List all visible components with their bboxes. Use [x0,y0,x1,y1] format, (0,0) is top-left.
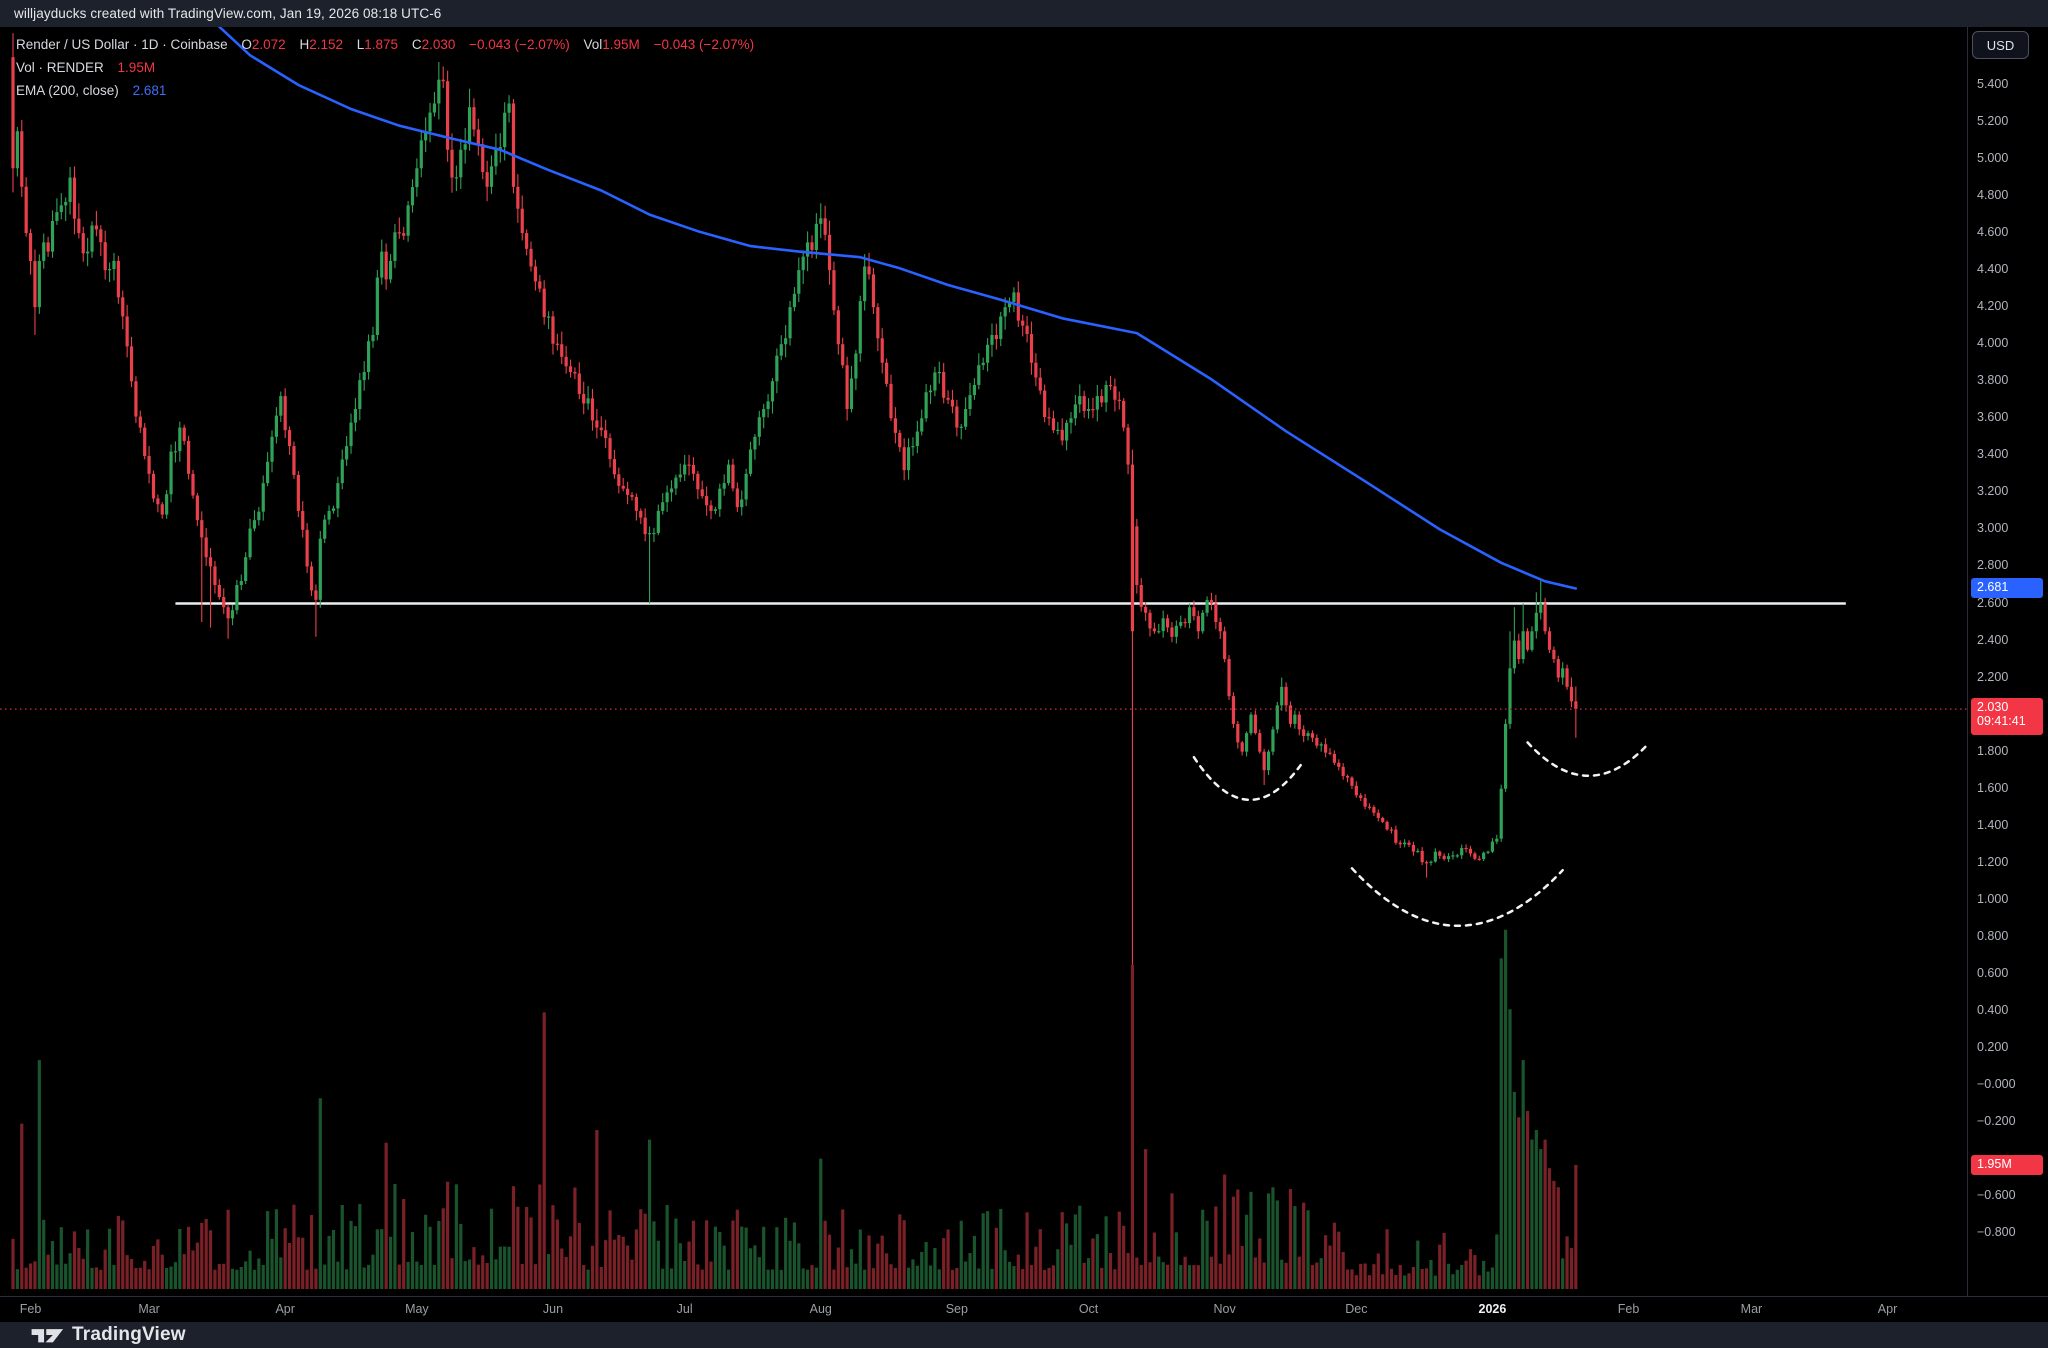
price-tick-label: 0.200 [1977,1039,2009,1054]
footer-bar: TradingView [0,1322,2048,1348]
price-tick-label: 3.200 [1977,484,2009,499]
price-tick-label: 5.000 [1977,151,2009,166]
low-value: 1.875 [364,37,399,52]
price-tick-label: 4.000 [1977,336,2009,351]
price-tick-label: 5.400 [1977,76,2009,91]
ema-price-tag: 2.681 [1971,578,2043,599]
price-tick-label: 4.800 [1977,188,2009,203]
ema-study-label: EMA (200, close) [16,83,119,98]
vol-change-value: −0.043 (−2.07%) [653,37,755,52]
time-tick-label: May [405,1302,429,1316]
time-tick-label: Mar [1740,1302,1763,1316]
price-tick-label: 4.200 [1977,299,2009,314]
price-tick-label: 2.400 [1977,632,2009,647]
price-tick-label: 1.400 [1977,817,2009,832]
time-tick-label: Aug [809,1302,832,1316]
time-tick-label: Mar [138,1302,160,1316]
time-tick-label: Oct [1078,1302,1099,1316]
tradingview-brand-text: TradingView [72,1324,186,1345]
price-tick-label: 2.800 [1977,558,2009,573]
price-tick-label: 0.800 [1977,928,2009,943]
legend-row-volume[interactable]: Vol · RENDER 1.95M [16,59,754,76]
price-tick-label: 1.600 [1977,780,2009,795]
price-tick-label: 3.400 [1977,447,2009,462]
volume-tag: 1.95M [1971,1154,2043,1175]
close-value: 2.030 [421,37,456,52]
change-value: −0.043 (−2.07%) [469,37,570,52]
last-price-tag: 2.030 09:41:41 [1971,698,2043,736]
watermark-text: willjayducks created with TradingView.co… [14,6,442,21]
time-tick-label: Feb [19,1302,42,1316]
time-tick-label: 2026 [1478,1302,1507,1316]
time-tick-label: Apr [275,1302,295,1316]
price-tick-label: 3.600 [1977,410,2009,425]
price-tick-label: 1.000 [1977,891,2009,906]
price-tick-label: 0.600 [1977,965,2009,980]
price-tick-label: 4.400 [1977,262,2009,277]
price-tick-label: −0.000 [1977,1077,2016,1092]
price-tick-label: 1.800 [1977,743,2009,758]
price-axis[interactable]: 5.400 5.200 5.000 4.800 4.600 4.400 4.200 4.000… [1967,27,2048,1296]
price-tick-label: 2.200 [1977,669,2009,684]
currency-toggle-button[interactable]: USD [1972,31,2029,59]
time-axis[interactable]: Feb Mar Apr May Jun Jul Aug Sep Oct Nov Dec 2026 Feb… [0,1296,2048,1323]
open-label: O [241,37,252,52]
high-label: H [299,37,310,52]
symbol-title: Render / US Dollar · 1D · Coinbase [16,37,228,52]
price-tick-label: 3.000 [1977,521,2009,536]
legend-row-symbol[interactable]: Render / US Dollar · 1D · Coinbase O2.07… [16,36,754,53]
volume-study-label: Vol · RENDER [16,60,104,75]
legend-row-ema[interactable]: EMA (200, close) 2.681 [16,82,754,99]
time-tick-label: Dec [1345,1302,1368,1316]
price-tick-label: 1.200 [1977,854,2009,869]
high-value: 2.152 [309,37,343,52]
vol-value: 1.95M [602,37,640,52]
volume-study-value: 1.95M [117,60,156,75]
time-tick-label: Jul [676,1302,693,1316]
price-tick-label: 3.800 [1977,373,2009,388]
tradingview-logo-icon [31,1329,64,1343]
time-tick-label: Nov [1213,1302,1236,1316]
watermark-bar: willjayducks created with TradingView.co… [0,0,2048,27]
low-label: L [356,37,365,52]
open-value: 2.072 [251,37,286,52]
vol-label: Vol [583,37,603,52]
price-tick-label: 2.600 [1977,595,2009,610]
price-tick-label: −0.200 [1977,1114,2016,1129]
tradingview-logo[interactable]: TradingView [30,1324,186,1346]
price-tick-label: 0.400 [1977,1002,2009,1017]
time-tick-label: Sep [945,1302,968,1316]
price-tick-label: 4.600 [1977,225,2009,240]
close-label: C [411,37,422,52]
time-tick-label: Feb [1617,1302,1640,1316]
chart-legend: Render / US Dollar · 1D · Coinbase O2.07… [16,36,754,105]
time-tick-label: Apr [1877,1302,1898,1316]
ema-study-value: 2.681 [132,83,167,98]
price-tick-label: −0.600 [1977,1188,2016,1203]
time-tick-label: Jun [542,1302,564,1316]
price-tick-label: 5.200 [1977,113,2009,128]
price-tick-label: −0.800 [1977,1225,2016,1240]
